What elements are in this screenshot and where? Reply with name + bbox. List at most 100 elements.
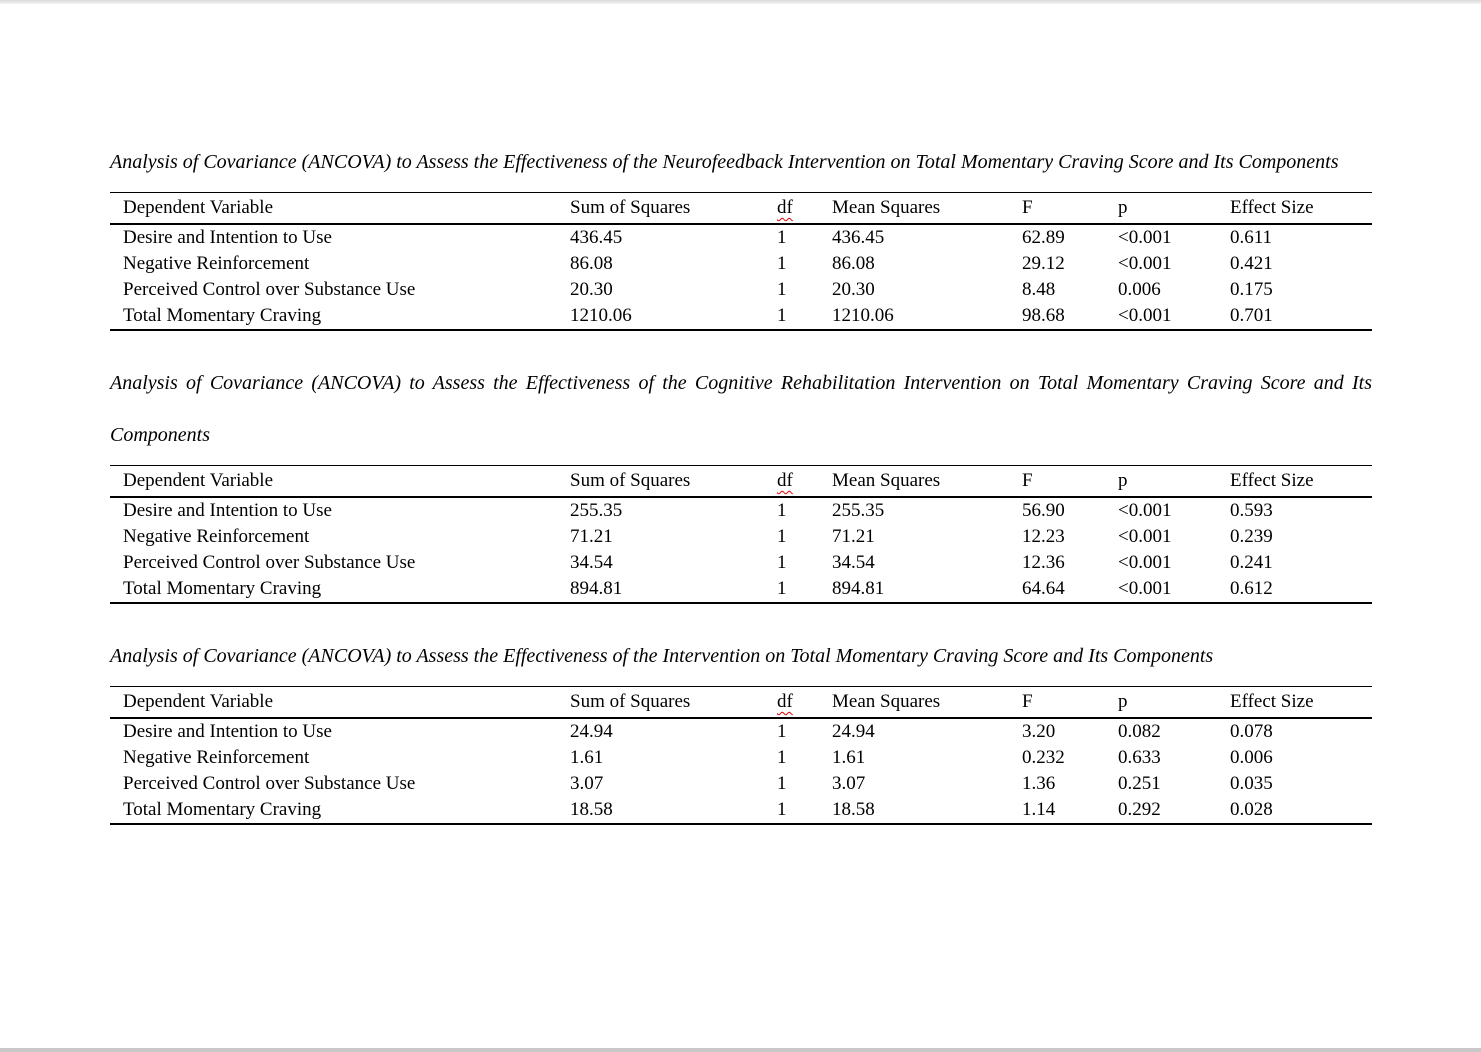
cell-f: 64.64: [1022, 578, 1065, 599]
cell-effect-size: 0.701: [1230, 305, 1273, 326]
table-row: Total Momentary Craving 894.81 1 894.81 …: [110, 576, 1372, 603]
cell-df: 1: [777, 253, 787, 274]
spellcheck-underline: df: [777, 197, 793, 218]
cell-df: 1: [777, 305, 787, 326]
col-header-df: df: [764, 192, 819, 225]
page-top-edge: [0, 0, 1481, 4]
cell-f: 0.232: [1022, 747, 1065, 768]
col-header-effect-size: Effect Size: [1217, 686, 1372, 719]
cell-mean-squares: 20.30: [832, 279, 875, 300]
cell-dependent-variable: Perceived Control over Substance Use: [123, 552, 416, 573]
cell-effect-size: 0.239: [1230, 526, 1273, 547]
cell-sum-of-squares: 34.54: [570, 552, 613, 573]
cell-p: <0.001: [1118, 305, 1172, 326]
cell-effect-size: 0.611: [1230, 227, 1273, 248]
cell-f: 12.36: [1022, 552, 1065, 573]
col-header-f: F: [1009, 686, 1105, 719]
ancova-section: Analysis of Covariance (ANCOVA) to Asses…: [110, 630, 1372, 825]
col-header-dependent-variable: Dependent Variable: [110, 686, 557, 719]
cell-f: 8.48: [1022, 279, 1056, 300]
page-bottom-edge: [0, 1048, 1481, 1052]
cell-sum-of-squares: 3.07: [570, 773, 604, 794]
cell-sum-of-squares: 255.35: [570, 500, 623, 521]
cell-mean-squares: 18.58: [832, 799, 875, 820]
col-header-sum-of-squares: Sum of Squares: [557, 192, 764, 225]
table-row: Negative Reinforcement 86.08 1 86.08 29.…: [110, 251, 1372, 277]
cell-mean-squares: 71.21: [832, 526, 875, 547]
ancova-table: Dependent Variable Sum of Squares df Mea…: [110, 465, 1372, 604]
col-header-f: F: [1009, 192, 1105, 225]
cell-dependent-variable: Perceived Control over Substance Use: [123, 279, 416, 300]
col-header-dependent-variable: Dependent Variable: [110, 192, 557, 225]
cell-p: 0.082: [1118, 721, 1161, 742]
cell-effect-size: 0.006: [1230, 747, 1273, 768]
cell-df: 1: [777, 526, 787, 547]
cell-df: 1: [777, 279, 787, 300]
cell-mean-squares: 24.94: [832, 721, 875, 742]
cell-dependent-variable: Negative Reinforcement: [123, 747, 310, 768]
col-header-mean-squares: Mean Squares: [819, 465, 1009, 498]
cell-mean-squares: 894.81: [832, 578, 885, 599]
table-row: Perceived Control over Substance Use 20.…: [110, 277, 1372, 303]
cell-f: 98.68: [1022, 305, 1065, 326]
cell-dependent-variable: Desire and Intention to Use: [123, 227, 332, 248]
col-header-p: p: [1105, 465, 1217, 498]
cell-sum-of-squares: 18.58: [570, 799, 613, 820]
col-header-df: df: [764, 465, 819, 498]
table-row: Negative Reinforcement 71.21 1 71.21 12.…: [110, 524, 1372, 550]
col-header-mean-squares: Mean Squares: [819, 686, 1009, 719]
table-row: Perceived Control over Substance Use 34.…: [110, 550, 1372, 576]
cell-df: 1: [777, 578, 787, 599]
spellcheck-underline: df: [777, 691, 793, 712]
cell-p: <0.001: [1118, 552, 1172, 573]
cell-p: <0.001: [1118, 578, 1172, 599]
cell-df: 1: [777, 773, 787, 794]
cell-f: 62.89: [1022, 227, 1065, 248]
cell-sum-of-squares: 24.94: [570, 721, 613, 742]
cell-f: 29.12: [1022, 253, 1065, 274]
cell-effect-size: 0.028: [1230, 799, 1273, 820]
cell-dependent-variable: Desire and Intention to Use: [123, 721, 332, 742]
cell-sum-of-squares: 894.81: [570, 578, 623, 599]
cell-dependent-variable: Total Momentary Craving: [123, 578, 322, 599]
cell-dependent-variable: Total Momentary Craving: [123, 305, 322, 326]
cell-mean-squares: 3.07: [832, 773, 866, 794]
spellcheck-underline: df: [777, 470, 793, 491]
cell-p: 0.633: [1118, 747, 1161, 768]
cell-f: 1.14: [1022, 799, 1056, 820]
cell-dependent-variable: Perceived Control over Substance Use: [123, 773, 416, 794]
table-row: Desire and Intention to Use 24.94 1 24.9…: [110, 718, 1372, 745]
table-row: Negative Reinforcement 1.61 1 1.61 0.232…: [110, 745, 1372, 771]
table-title: Analysis of Covariance (ANCOVA) to Asses…: [110, 372, 1372, 446]
cell-f: 3.20: [1022, 721, 1056, 742]
cell-effect-size: 0.175: [1230, 279, 1273, 300]
cell-effect-size: 0.612: [1230, 578, 1273, 599]
cell-df: 1: [777, 799, 787, 820]
cell-f: 12.23: [1022, 526, 1065, 547]
cell-p: 0.251: [1118, 773, 1161, 794]
cell-mean-squares: 86.08: [832, 253, 875, 274]
ancova-table: Dependent Variable Sum of Squares df Mea…: [110, 686, 1372, 825]
col-header-effect-size: Effect Size: [1217, 465, 1372, 498]
col-header-sum-of-squares: Sum of Squares: [557, 465, 764, 498]
cell-p: <0.001: [1118, 500, 1172, 521]
cell-df: 1: [777, 721, 787, 742]
cell-sum-of-squares: 20.30: [570, 279, 613, 300]
cell-mean-squares: 34.54: [832, 552, 875, 573]
table-header-row: Dependent Variable Sum of Squares df Mea…: [110, 686, 1372, 719]
table-row: Perceived Control over Substance Use 3.0…: [110, 771, 1372, 797]
cell-sum-of-squares: 71.21: [570, 526, 613, 547]
cell-f: 1.36: [1022, 773, 1056, 794]
col-header-effect-size: Effect Size: [1217, 192, 1372, 225]
cell-df: 1: [777, 552, 787, 573]
table-title: Analysis of Covariance (ANCOVA) to Asses…: [110, 151, 1339, 173]
ancova-table: Dependent Variable Sum of Squares df Mea…: [110, 192, 1372, 331]
col-header-dependent-variable: Dependent Variable: [110, 465, 557, 498]
ancova-section: Analysis of Covariance (ANCOVA) to Asses…: [110, 136, 1372, 331]
table-row: Desire and Intention to Use 436.45 1 436…: [110, 224, 1372, 251]
cell-effect-size: 0.241: [1230, 552, 1273, 573]
cell-effect-size: 0.593: [1230, 500, 1273, 521]
table-row: Total Momentary Craving 18.58 1 18.58 1.…: [110, 797, 1372, 824]
cell-effect-size: 0.035: [1230, 773, 1273, 794]
